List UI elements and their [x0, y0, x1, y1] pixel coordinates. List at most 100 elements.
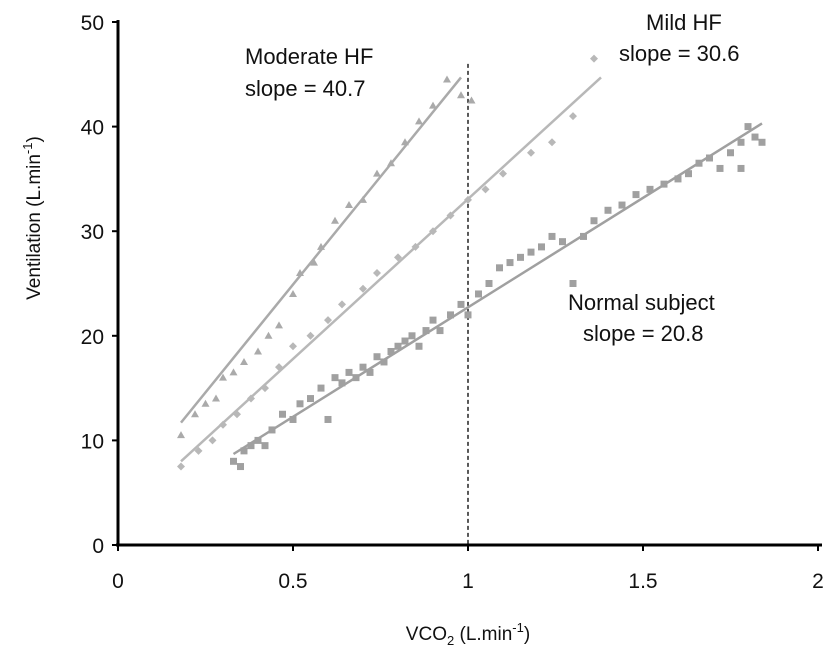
data-point-normal-subject	[737, 164, 745, 172]
x-axis-title-unit: (L.min	[454, 624, 512, 645]
data-point-normal-subject	[485, 280, 493, 287]
data-point-normal-subject	[261, 442, 269, 450]
data-points	[177, 54, 766, 471]
annotation-mild-title: Mild HF	[646, 10, 722, 35]
data-point-normal-subject	[247, 442, 255, 450]
data-point-normal-subject	[296, 400, 304, 408]
data-point-normal-subject	[737, 138, 745, 146]
data-point-normal-subject	[527, 248, 535, 256]
annotation-normal-title: Normal subject	[568, 290, 715, 315]
data-point-mild-hf	[233, 410, 241, 419]
data-point-normal-subject	[674, 175, 682, 183]
data-point-normal-subject	[447, 311, 454, 319]
data-point-normal-subject	[429, 316, 437, 324]
annotation-normal-slope: slope = 20.8	[583, 321, 703, 346]
data-point-normal-subject	[415, 342, 423, 350]
data-point-moderate-hf	[212, 394, 220, 402]
data-point-normal-subject	[240, 447, 248, 455]
data-point-normal-subject	[373, 353, 381, 361]
data-point-mild-hf	[275, 363, 283, 372]
data-point-mild-hf	[569, 112, 577, 121]
data-point-normal-subject	[380, 358, 388, 366]
x-tick-label: 0	[112, 570, 124, 593]
data-point-moderate-hf	[443, 75, 451, 83]
data-point-moderate-hf	[289, 289, 297, 297]
data-point-moderate-hf	[219, 373, 227, 381]
data-point-mild-hf	[324, 316, 332, 325]
data-point-normal-subject	[279, 410, 286, 418]
data-point-normal-subject	[352, 374, 360, 382]
data-point-mild-hf	[247, 394, 255, 403]
data-point-mild-hf	[499, 169, 507, 178]
data-point-mild-hf	[464, 195, 472, 204]
data-point-normal-subject	[618, 201, 626, 209]
data-point-mild-hf	[177, 462, 185, 471]
data-point-mild-hf	[481, 185, 490, 194]
data-point-normal-subject	[230, 457, 237, 465]
x-tick-label: 1.5	[628, 570, 657, 593]
data-point-normal-subject	[436, 327, 444, 335]
data-point-normal-subject	[706, 154, 713, 162]
x-tick-label: 1	[462, 570, 474, 593]
data-point-moderate-hf	[264, 331, 273, 339]
data-point-moderate-hf	[229, 368, 238, 376]
data-point-moderate-hf	[191, 410, 199, 418]
data-point-moderate-hf	[240, 357, 248, 365]
y-tick-label: 20	[81, 326, 104, 349]
data-point-moderate-hf	[296, 269, 304, 277]
data-point-normal-subject	[366, 368, 374, 376]
data-point-normal-subject	[401, 337, 409, 345]
data-point-normal-subject	[751, 133, 759, 141]
data-point-mild-hf	[429, 227, 437, 236]
data-point-normal-subject	[307, 395, 314, 403]
y-axis-title-close: )	[24, 136, 45, 142]
annotation-mild-slope: slope = 30.6	[619, 41, 739, 66]
x-axis-title-main: VCO	[406, 624, 447, 645]
data-point-normal-subject	[464, 311, 472, 319]
data-point-normal-subject	[716, 164, 724, 172]
data-point-normal-subject	[506, 259, 514, 267]
data-point-moderate-hf	[457, 91, 465, 99]
x-axis-title-subscript: 2	[447, 633, 454, 648]
data-point-normal-subject	[345, 368, 353, 376]
data-point-normal-subject	[317, 384, 325, 392]
data-point-normal-subject	[457, 300, 465, 308]
data-point-normal-subject	[268, 426, 276, 434]
axes: 0 0.5 1 1.5 2 0 10 20 30 40 50	[81, 12, 824, 593]
data-point-mild-hf	[590, 54, 598, 63]
data-point-normal-subject	[727, 149, 734, 157]
data-point-normal-subject	[324, 415, 332, 423]
data-point-mild-hf	[373, 269, 381, 278]
data-point-mild-hf	[446, 211, 455, 220]
data-point-mild-hf	[306, 331, 315, 340]
data-point-normal-subject	[646, 185, 654, 193]
data-point-mild-hf	[527, 148, 535, 157]
data-point-normal-subject	[548, 232, 556, 240]
data-point-mild-hf	[338, 300, 346, 309]
data-point-normal-subject	[331, 374, 339, 382]
fit-lines	[180, 76, 763, 463]
data-point-normal-subject	[580, 232, 587, 240]
y-tick-label: 40	[81, 117, 104, 140]
data-point-moderate-hf	[345, 201, 353, 209]
x-tick-label: 2	[812, 570, 824, 593]
data-point-moderate-hf	[387, 159, 395, 167]
data-point-mild-hf	[359, 284, 367, 293]
data-point-normal-subject	[559, 238, 566, 246]
data-point-normal-subject	[758, 138, 766, 146]
data-point-normal-subject	[660, 180, 668, 188]
data-point-moderate-hf	[254, 347, 262, 355]
fit-line-moderate-hf	[180, 76, 462, 424]
data-point-normal-subject	[604, 206, 612, 214]
data-point-mild-hf	[289, 342, 297, 351]
y-tick-label: 10	[81, 430, 104, 453]
y-tick-label: 30	[81, 221, 104, 244]
data-point-mild-hf	[394, 253, 402, 262]
fit-line-normal-subject	[232, 122, 763, 456]
data-point-normal-subject	[632, 191, 640, 199]
data-point-moderate-hf	[359, 195, 367, 203]
y-axis-title-superscript: -1	[20, 143, 35, 155]
data-point-mild-hf	[261, 384, 269, 393]
data-point-normal-subject	[422, 327, 430, 335]
